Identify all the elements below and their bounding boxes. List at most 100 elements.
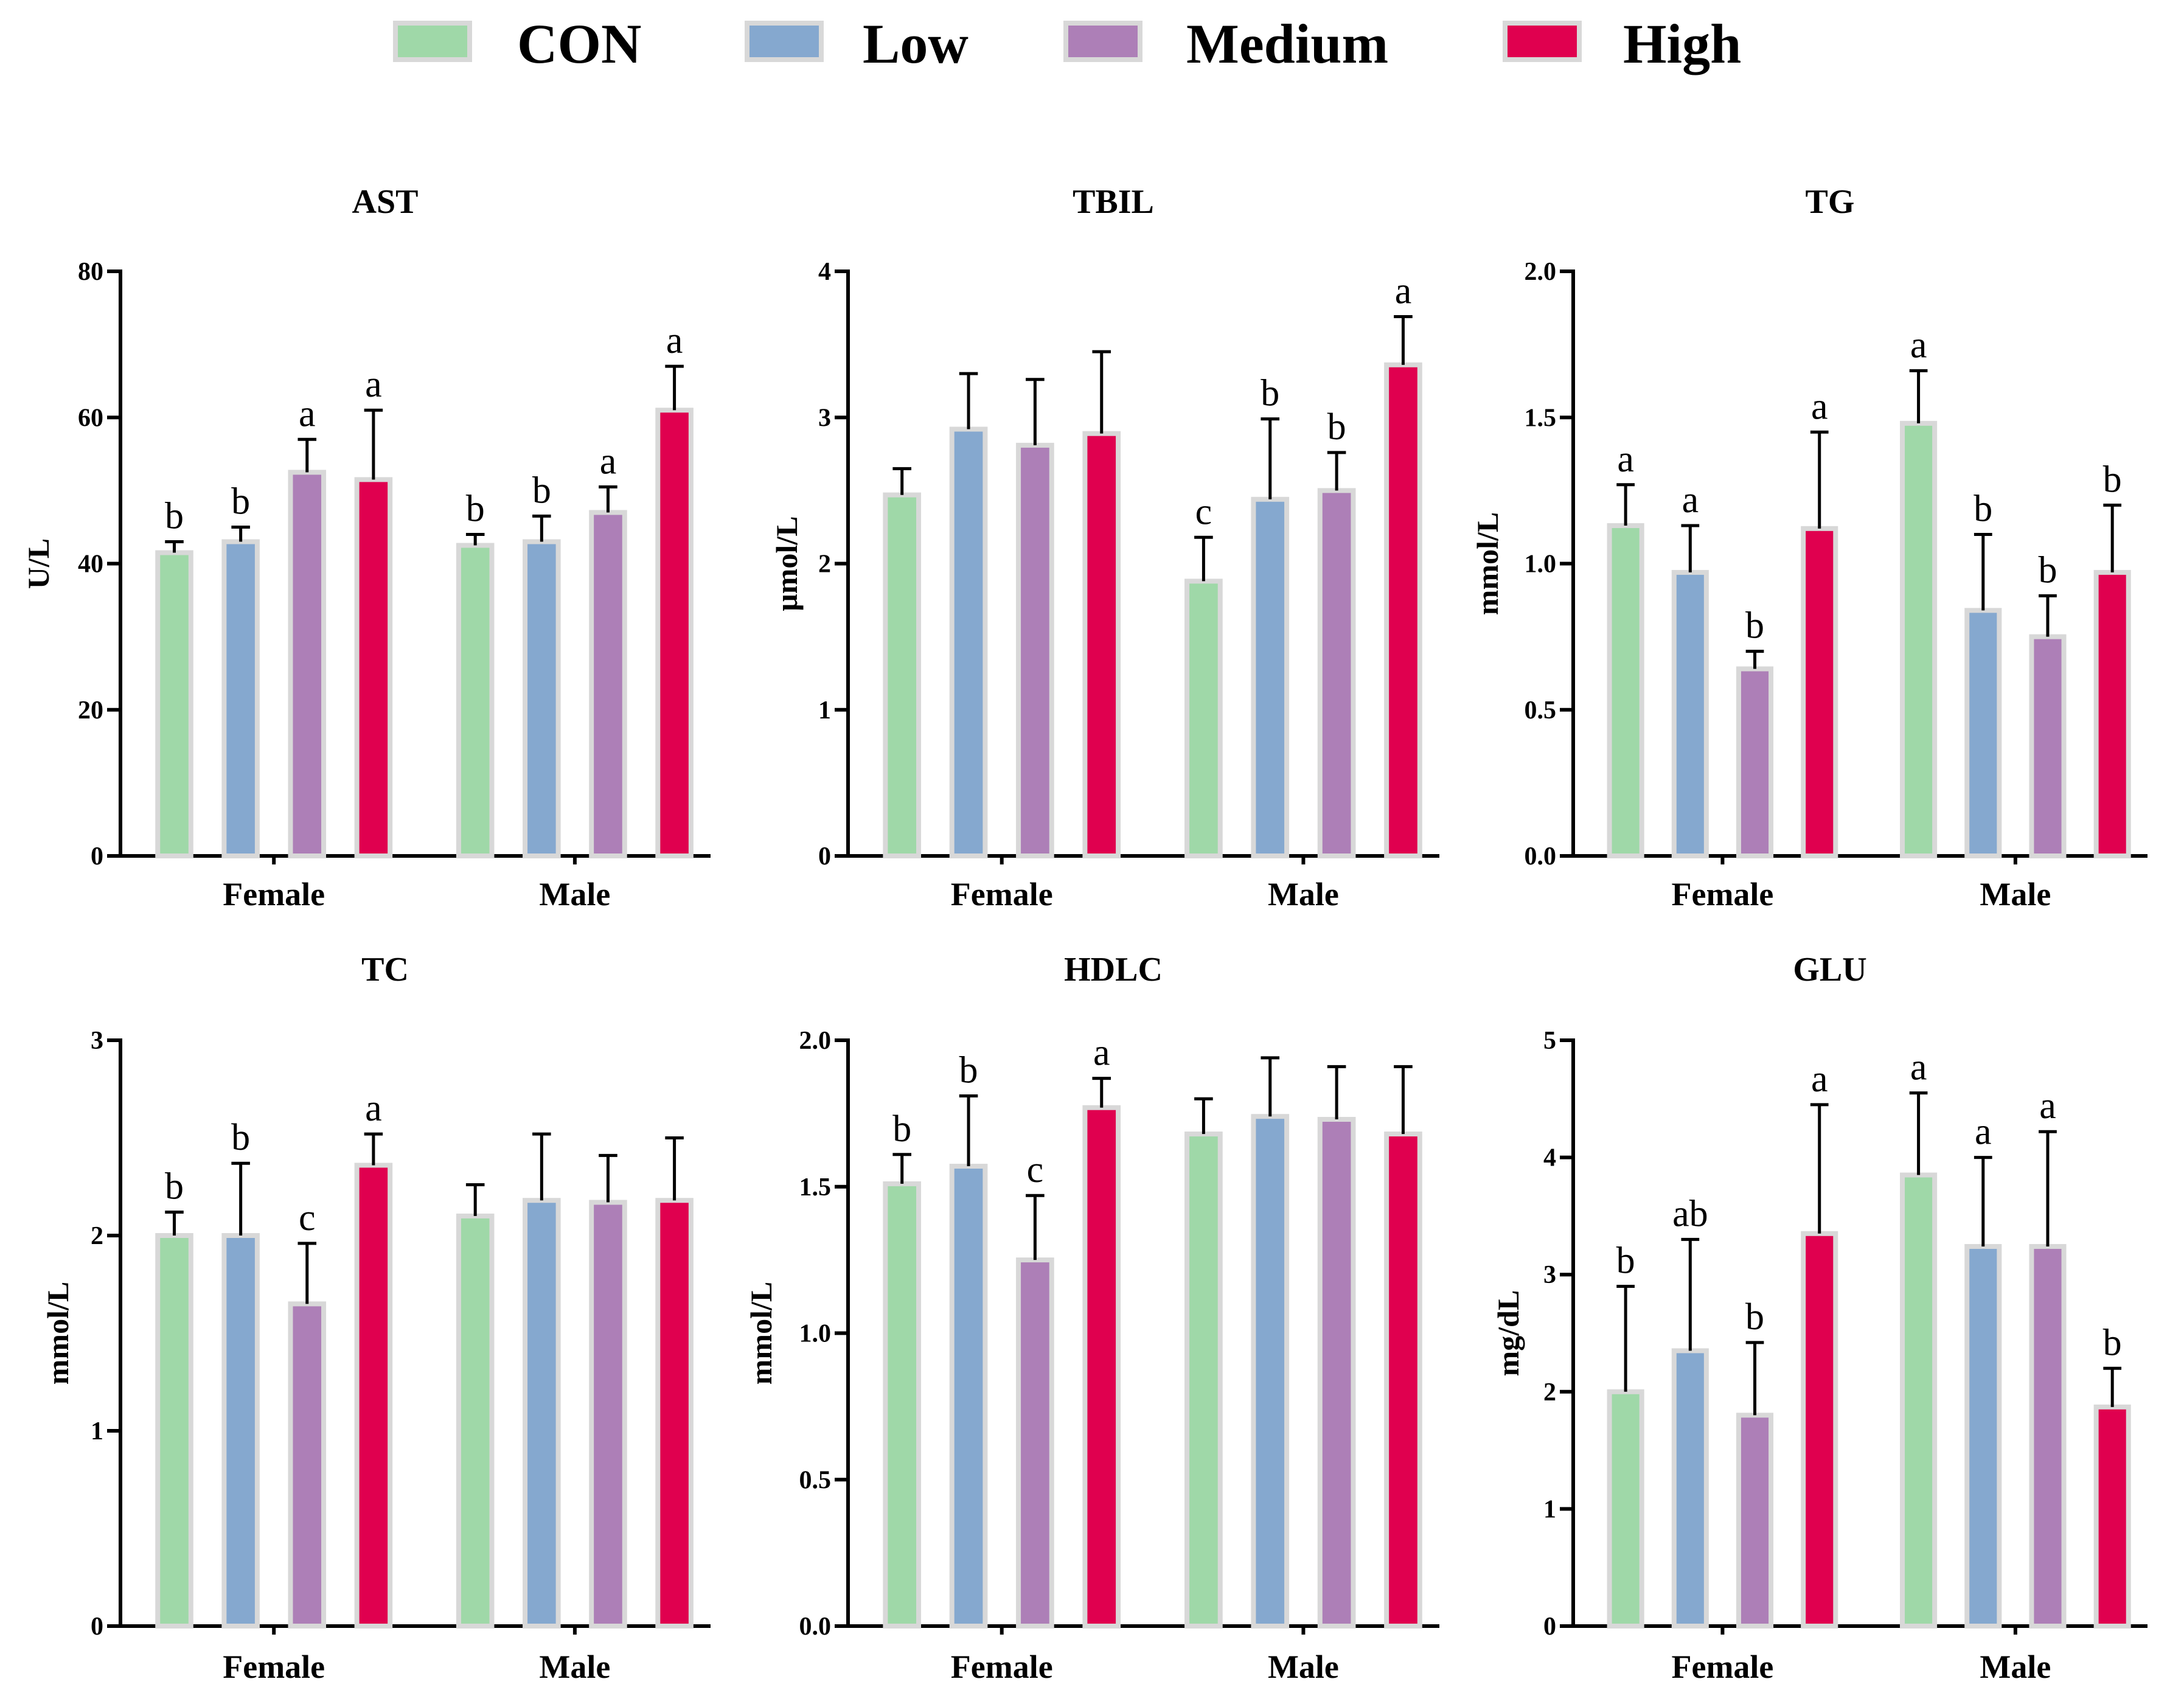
significance-letter: c xyxy=(1195,491,1212,532)
bar-medium-female xyxy=(288,1301,327,1629)
significance-letter: b xyxy=(165,495,184,537)
bar-medium-male xyxy=(1317,1117,1356,1629)
bar-con-female xyxy=(155,1233,193,1629)
bar-con-male xyxy=(1900,420,1938,858)
significance-letter: b xyxy=(532,470,551,511)
x-category-label: Male xyxy=(539,876,610,913)
bar-high-female xyxy=(1801,526,1838,858)
legend-label-medium: Medium xyxy=(1186,13,1388,75)
legend: CON Low Medium High xyxy=(393,13,1741,75)
y-tick-label: 0 xyxy=(91,843,103,871)
bar-low-female xyxy=(1671,569,1709,858)
legend-label-low: Low xyxy=(863,13,969,75)
bar-medium-male xyxy=(589,510,627,858)
x-category-label: Female xyxy=(223,1649,325,1685)
legend-swatch-medium xyxy=(1063,21,1142,62)
bar-con-female xyxy=(1607,1389,1644,1629)
panel-title: HDLC xyxy=(1064,951,1163,989)
bar-medium-female xyxy=(1736,666,1774,858)
bar-high-female xyxy=(1801,1231,1838,1629)
y-tick-label: 2 xyxy=(1543,1378,1556,1406)
y-tick-label: 0.0 xyxy=(1525,843,1557,871)
significance-letter: c xyxy=(299,1197,316,1239)
bar-high-female xyxy=(354,1163,393,1629)
y-tick-label: 2 xyxy=(91,1222,103,1250)
x-category-label: Female xyxy=(951,1649,1053,1685)
bar-low-male xyxy=(523,1198,561,1629)
x-category-label: Female xyxy=(1671,876,1773,913)
bar-high-male xyxy=(2093,1404,2131,1629)
legend-label-con: CON xyxy=(517,13,641,75)
significance-letter: a xyxy=(666,320,683,361)
x-category-label: Male xyxy=(539,1649,610,1685)
bar-con-male xyxy=(456,1213,495,1629)
significance-letter: b xyxy=(2103,1322,2122,1363)
bar-low-male xyxy=(523,539,561,858)
y-tick-label: 20 xyxy=(78,697,103,725)
y-axis-label: mmol/L xyxy=(1470,512,1504,615)
significance-letter: b xyxy=(1745,1296,1764,1338)
bar-con-female xyxy=(155,550,193,858)
y-tick-label: 3 xyxy=(1543,1261,1556,1289)
significance-letter: c xyxy=(1027,1149,1044,1191)
bar-con-male xyxy=(1900,1172,1938,1629)
bar-con-female xyxy=(1607,523,1644,858)
significance-letter: b xyxy=(1327,406,1346,448)
y-tick-label: 80 xyxy=(78,258,103,286)
x-category-label: Male xyxy=(1980,876,2051,913)
x-category-label: Female xyxy=(1671,1649,1773,1685)
bar-high-male xyxy=(1384,1132,1422,1629)
y-tick-label: 3 xyxy=(91,1027,103,1055)
bar-medium-male xyxy=(2029,1243,2067,1629)
bar-low-female xyxy=(221,539,260,858)
bar-low-male xyxy=(1251,1114,1290,1629)
y-tick-label: 0.5 xyxy=(799,1466,832,1494)
significance-letter: a xyxy=(365,1088,382,1129)
significance-letter: a xyxy=(1975,1111,1992,1153)
significance-letter: a xyxy=(2039,1085,2056,1127)
y-tick-label: 1.0 xyxy=(799,1320,832,1348)
significance-letter: a xyxy=(1910,1047,1927,1088)
significance-letter: b xyxy=(1745,605,1764,647)
bar-con-male xyxy=(1184,579,1223,859)
bar-medium-male xyxy=(2029,634,2067,858)
panel-title: TC xyxy=(361,951,409,989)
bar-con-male xyxy=(1184,1132,1223,1629)
bar-medium-female xyxy=(288,470,327,858)
y-tick-label: 2.0 xyxy=(1525,258,1557,286)
significance-letter: a xyxy=(365,364,382,405)
bar-low-male xyxy=(1964,1243,2002,1629)
significance-letter: b xyxy=(231,481,250,522)
y-tick-label: 0 xyxy=(1543,1613,1556,1641)
bar-medium-male xyxy=(1317,488,1356,858)
significance-letter: a xyxy=(1617,439,1634,480)
x-category-label: Male xyxy=(1268,876,1339,913)
y-tick-label: 0.0 xyxy=(799,1613,832,1641)
bar-con-female xyxy=(883,492,922,858)
panel-ast: AST U/L 0 20 40 60 80 Female b b a a Male b b a a xyxy=(21,183,711,913)
bar-low-female xyxy=(1671,1348,1709,1629)
significance-letter: a xyxy=(1093,1032,1110,1074)
bar-con-female xyxy=(883,1181,922,1629)
significance-letter: ab xyxy=(1672,1193,1708,1234)
bar-medium-female xyxy=(1016,442,1054,858)
significance-letter: a xyxy=(1811,386,1828,427)
bar-low-male xyxy=(1251,496,1290,858)
y-tick-label: 3 xyxy=(818,404,831,432)
y-tick-label: 4 xyxy=(818,258,831,286)
significance-letter: a xyxy=(600,440,617,482)
bar-high-male xyxy=(655,408,694,858)
y-tick-label: 0.5 xyxy=(1525,697,1557,725)
bar-low-female xyxy=(221,1233,260,1629)
x-category-label: Female xyxy=(223,876,325,913)
panel-tg: TG mmol/L 0.0 0.5 1.0 1.5 2.0 Female a a b a Male a b b… xyxy=(1470,183,2147,913)
bar-medium-female xyxy=(1736,1413,1774,1629)
significance-letter: a xyxy=(1682,479,1699,521)
significance-letter: a xyxy=(1910,324,1927,366)
significance-letter: b xyxy=(959,1049,978,1091)
bar-medium-male xyxy=(589,1200,627,1629)
y-tick-label: 5 xyxy=(1543,1027,1556,1055)
y-tick-label: 0 xyxy=(818,843,831,871)
significance-letter: b xyxy=(892,1108,911,1150)
